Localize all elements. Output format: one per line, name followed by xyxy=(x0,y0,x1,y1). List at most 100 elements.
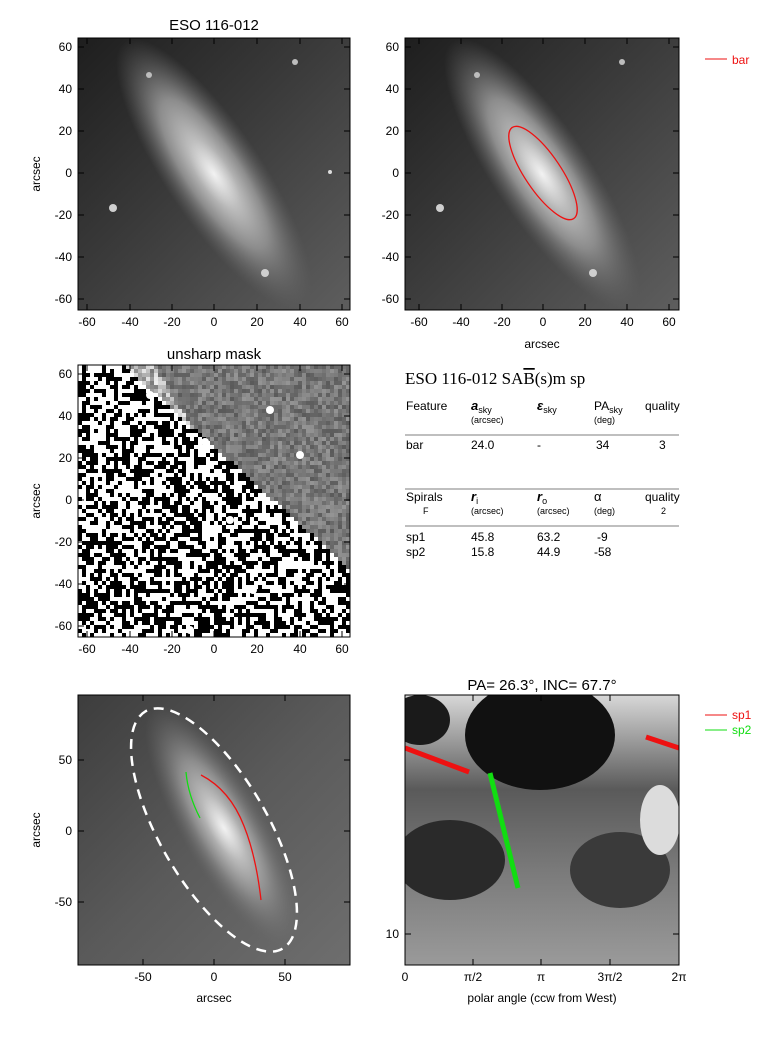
mask-pixel xyxy=(286,521,290,525)
mask-pixel xyxy=(174,577,178,581)
mask-pixel xyxy=(190,593,194,597)
mask-pixel xyxy=(298,477,302,481)
mask-pixel xyxy=(254,577,258,581)
mask-pixel xyxy=(98,489,102,493)
mask-pixel xyxy=(198,549,202,553)
x-tick-label: 40 xyxy=(293,642,307,656)
mask-pixel xyxy=(162,425,166,429)
mask-pixel xyxy=(246,461,250,465)
mask-pixel xyxy=(142,565,146,569)
mask-pixel xyxy=(182,393,186,397)
mask-pixel xyxy=(322,609,326,613)
mask-pixel xyxy=(230,561,234,565)
mask-pixel xyxy=(342,613,346,617)
mask-pixel xyxy=(222,441,226,445)
mask-pixel xyxy=(342,557,346,561)
mask-pixel xyxy=(226,405,230,409)
mask-pixel xyxy=(234,453,238,457)
mask-pixel xyxy=(158,413,162,417)
mask-pixel xyxy=(294,421,298,425)
mask-pixel xyxy=(254,385,258,389)
mask-pixel xyxy=(318,377,322,381)
mask-pixel xyxy=(338,633,342,637)
mask-pixel xyxy=(158,601,162,605)
mask-pixel xyxy=(266,509,270,513)
mask-pixel xyxy=(282,461,286,465)
mask-pixel xyxy=(254,501,258,505)
mask-pixel xyxy=(138,525,142,529)
mask-pixel xyxy=(258,389,262,393)
mask-pixel xyxy=(94,537,98,541)
mask-pixel xyxy=(194,561,198,565)
mask-pixel xyxy=(186,485,190,489)
mask-pixel xyxy=(298,481,302,485)
mask-pixel xyxy=(134,385,138,389)
mask-pixel xyxy=(178,633,182,637)
mask-pixel xyxy=(262,485,266,489)
mask-pixel xyxy=(78,601,82,605)
mask-pixel xyxy=(322,613,326,617)
mask-pixel xyxy=(222,553,226,557)
mask-pixel xyxy=(126,549,130,553)
mask-pixel xyxy=(178,385,182,389)
mask-pixel xyxy=(78,549,82,553)
mask-pixel xyxy=(182,477,186,481)
mask-pixel xyxy=(206,365,210,369)
mask-pixel xyxy=(282,377,286,381)
mask-pixel xyxy=(162,497,166,501)
mask-pixel xyxy=(306,557,310,561)
mask-pixel xyxy=(174,465,178,469)
mask-pixel xyxy=(230,405,234,409)
mask-pixel xyxy=(206,469,210,473)
mask-pixel xyxy=(134,433,138,437)
mask-pixel xyxy=(122,605,126,609)
mask-pixel xyxy=(234,485,238,489)
mask-pixel xyxy=(170,489,174,493)
mask-pixel xyxy=(94,525,98,529)
mask-pixel xyxy=(174,533,178,537)
mask-pixel xyxy=(250,445,254,449)
mask-pixel xyxy=(214,589,218,593)
mask-pixel xyxy=(270,561,274,565)
mask-pixel xyxy=(246,613,250,617)
mask-pixel xyxy=(334,445,338,449)
mask-pixel xyxy=(298,541,302,545)
mask-pixel xyxy=(342,457,346,461)
mask-pixel xyxy=(114,597,118,601)
mask-pixel xyxy=(166,409,170,413)
mask-pixel xyxy=(190,569,194,573)
mask-pixel xyxy=(106,457,110,461)
mask-pixel xyxy=(270,537,274,541)
mask-pixel xyxy=(154,373,158,377)
mask-pixel xyxy=(90,609,94,613)
mask-pixel xyxy=(182,621,186,625)
mask-pixel xyxy=(258,373,262,377)
mask-pixel xyxy=(190,461,194,465)
mask-pixel xyxy=(290,405,294,409)
mask-pixel xyxy=(298,465,302,469)
mask-pixel xyxy=(186,505,190,509)
mask-pixel xyxy=(170,425,174,429)
mask-pixel xyxy=(186,561,190,565)
panel-title: PA= 26.3°, INC= 67.7° xyxy=(467,677,616,694)
mask-pixel xyxy=(330,529,334,533)
mask-pixel xyxy=(282,401,286,405)
mask-pixel xyxy=(182,537,186,541)
mask-pixel xyxy=(102,521,106,525)
mask-pixel xyxy=(218,633,222,637)
mask-pixel xyxy=(342,529,346,533)
mask-pixel xyxy=(290,477,294,481)
mask-pixel xyxy=(246,629,250,633)
mask-pixel xyxy=(210,429,214,433)
mask-pixel xyxy=(258,425,262,429)
mask-pixel xyxy=(206,465,210,469)
mask-pixel xyxy=(290,605,294,609)
mask-pixel xyxy=(194,413,198,417)
mask-pixel xyxy=(126,393,130,397)
mask-pixel xyxy=(134,393,138,397)
mask-pixel xyxy=(150,585,154,589)
mask-pixel xyxy=(158,449,162,453)
mask-pixel xyxy=(178,461,182,465)
mask-pixel xyxy=(262,605,266,609)
mask-pixel xyxy=(146,489,150,493)
